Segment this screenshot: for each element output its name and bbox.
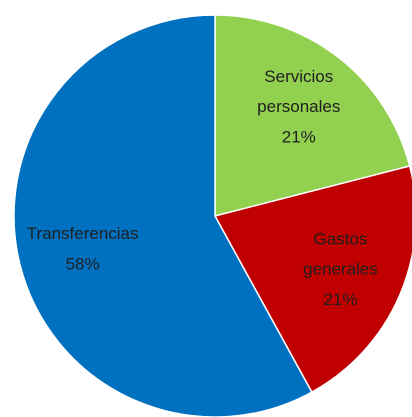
slice-label: Transferencias — [27, 224, 139, 243]
value-label: 58% — [66, 254, 100, 273]
pie-slice — [213, 165, 412, 394]
value-label: 21% — [323, 290, 357, 309]
value-label: 21% — [282, 127, 316, 146]
slice-label: Gastos generales — [303, 230, 378, 279]
pie-slice — [214, 14, 411, 217]
slice-label: Servicios personales — [257, 67, 340, 116]
